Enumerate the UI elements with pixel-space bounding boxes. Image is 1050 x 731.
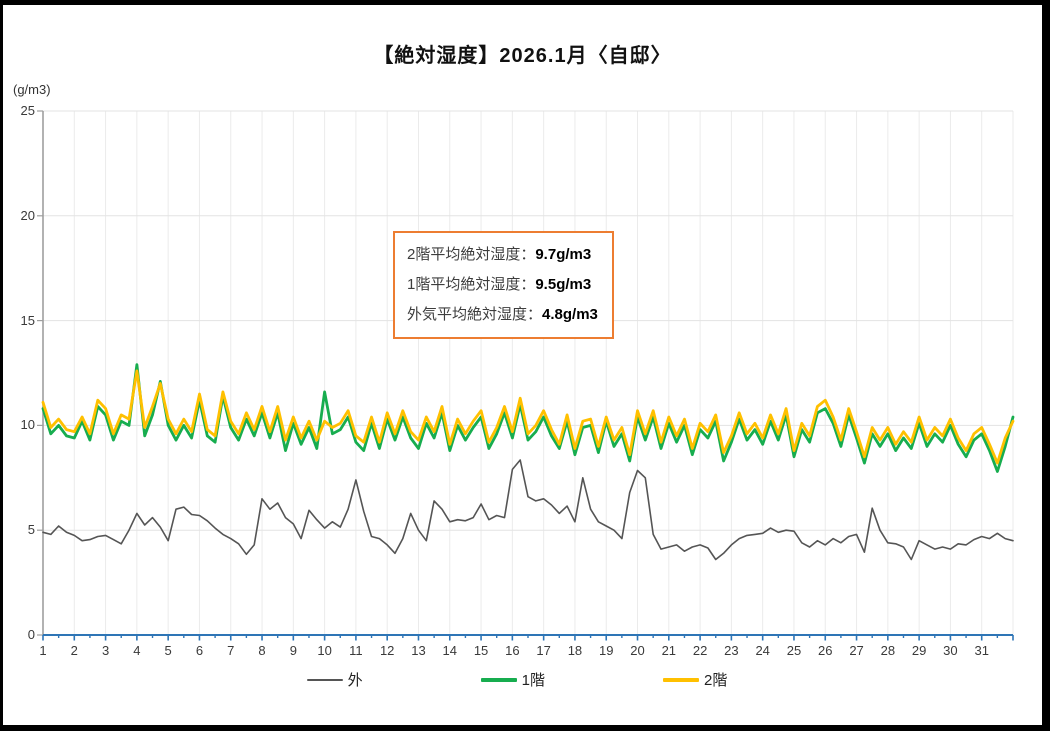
legend-swatch-floor1 [480,677,517,682]
series-line-floor2 [41,369,1015,465]
legend-label-floor1: 1階 [521,672,545,689]
annotation-value: 4.8g/m3 [542,306,598,323]
annotation-value: 9.5g/m3 [535,276,592,293]
legend-label-floor2: 2階 [704,672,728,689]
legend-swatch-outside [306,678,343,681]
legend-swatch-floor2 [663,677,699,682]
annotation-label: 1階平均絶対湿度： [407,276,536,293]
average-annotation-box: 2階平均絶対湿度：9.7g/m3 1階平均絶対湿度：9.5g/m3 外気平均絶対… [393,231,614,339]
legend: 外 1階 2階 [3,669,1031,690]
legend-label-outside: 外 [347,672,363,689]
series-line-outside [42,459,1014,561]
series-line-floor1 [41,363,1015,473]
annotation-line-floor2: 2階平均絶対湿度：9.7g/m3 [407,240,598,270]
legend-item-floor1: 1階 [480,669,545,690]
annotation-line-floor1: 1階平均絶対湿度：9.5g/m3 [407,270,598,300]
annotation-label: 外気平均絶対湿度： [407,306,543,323]
annotation-label: 2階平均絶対湿度： [407,246,536,263]
legend-item-floor2: 2階 [663,669,727,690]
annotation-line-outside: 外気平均絶対湿度：4.8g/m3 [407,300,598,330]
chart-title: 【絶対湿度】2026.1月〈自邸〉 [373,45,672,67]
annotation-value: 9.7g/m3 [535,246,592,263]
plot-area [37,110,1015,641]
y-axis-unit-label: (g/m3) [13,82,51,97]
legend-item-outside: 外 [306,669,363,690]
